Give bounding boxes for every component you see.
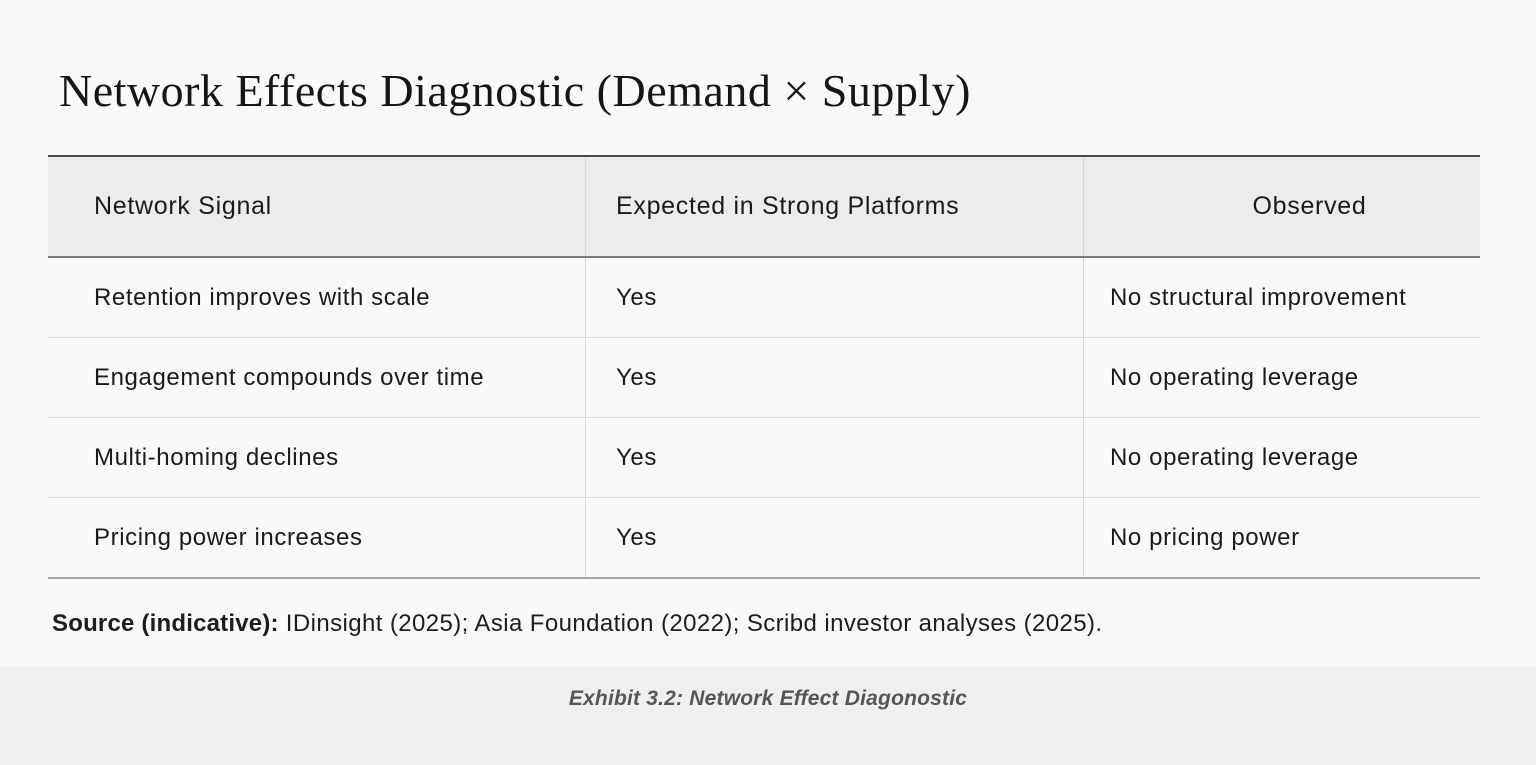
cell-observed: No operating leverage [1110,363,1359,391]
cell-signal: Retention improves with scale [48,258,586,337]
header-observed: Observed [1252,192,1367,220]
cell-signal: Engagement compounds over time [48,338,586,417]
header-expected: Expected in Strong Platforms [586,157,1084,256]
cell-expected: Yes [586,498,1084,577]
source-line: Source (indicative): IDinsight (2025); A… [52,610,1103,638]
network-effects-table: Network Signal Expected in Strong Platfo… [48,155,1480,579]
exhibit-title: Network Effects Diagnostic (Demand × Sup… [59,65,971,116]
cell-expected: Yes [586,258,1084,337]
source-label: Source (indicative): [52,610,279,637]
table-row: Pricing power increases Yes No pricing p… [48,498,1480,577]
cell-expected: Yes [586,418,1084,497]
exhibit-caption: Exhibit 3.2: Network Effect Diagonostic [568,687,968,710]
cell-signal: Multi-homing declines [48,418,586,497]
header-network-signal: Network Signal [48,157,586,256]
table-row: Retention improves with scale Yes No str… [48,258,1480,338]
cell-signal: Pricing power increases [48,498,586,577]
source-text: IDinsight (2025); Asia Foundation (2022)… [285,610,1103,637]
cell-observed: No pricing power [1110,523,1300,551]
cell-expected: Yes [586,338,1084,417]
cell-observed: No structural improvement [1110,283,1407,311]
table-row: Multi-homing declines Yes No operating l… [48,418,1480,498]
cell-observed: No operating leverage [1110,443,1359,471]
footer-band: Exhibit 3.2: Network Effect Diagonostic [0,667,1536,765]
table-header-row: Network Signal Expected in Strong Platfo… [48,157,1480,258]
table-row: Engagement compounds over time Yes No op… [48,338,1480,418]
